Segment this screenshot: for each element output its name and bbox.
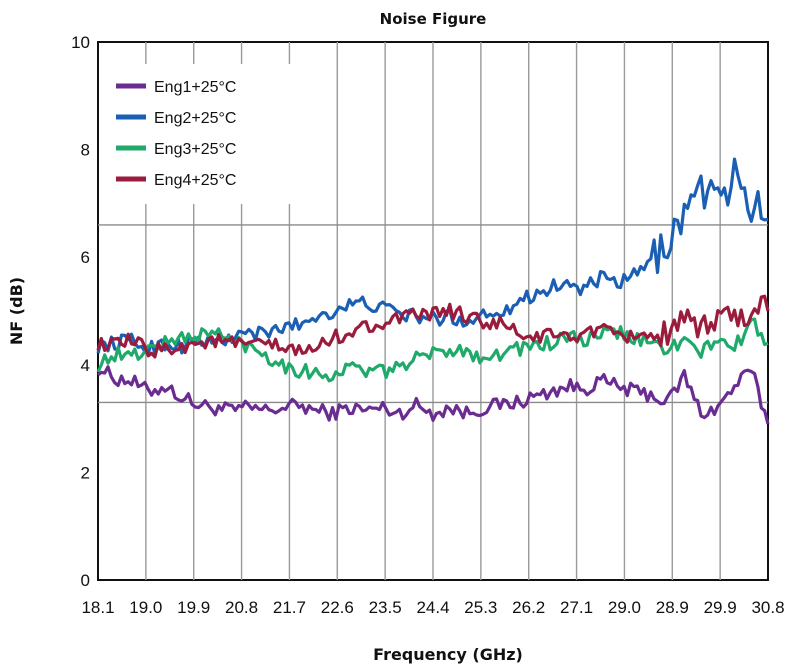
x-tick-label: 25.3	[464, 598, 497, 617]
x-tick-label: 26.2	[512, 598, 545, 617]
reference-lines	[98, 224, 768, 404]
x-tick-label: 22.6	[321, 598, 354, 617]
x-tick-label: 29.0	[608, 598, 641, 617]
x-tick-label: 24.4	[416, 598, 449, 617]
legend-label: Eng2+25°C	[154, 110, 236, 127]
x-tick-label: 28.9	[656, 598, 689, 617]
series-line-eng4-25-c	[96, 294, 770, 359]
x-tick-label: 23.5	[369, 598, 402, 617]
x-tick-label: 29.9	[704, 598, 737, 617]
x-tick-labels: 18.1 19.0 19.9 20.8 21.7 22.6 23.5 24.4 25.3 26.2…	[81, 598, 784, 617]
y-tick-label: 0	[81, 571, 90, 590]
legend-label: Eng4+25°C	[154, 172, 236, 189]
legend-label: Eng1+25°C	[154, 79, 236, 96]
series-line-eng1-25-c	[97, 365, 770, 425]
x-tick-label: 21.7	[273, 598, 306, 617]
legend-label: Eng3+25°C	[154, 141, 236, 158]
y-tick-label: 2	[81, 463, 90, 482]
x-tick-label: 19.9	[177, 598, 210, 617]
y-tick-label: 6	[81, 248, 90, 267]
chart-title: Noise Figure	[380, 10, 487, 28]
series-line-eng3-25-c	[96, 317, 769, 383]
x-tick-label: 27.1	[560, 598, 593, 617]
x-tick-label: 30.8	[751, 598, 784, 617]
x-tick-label: 20.8	[225, 598, 258, 617]
y-tick-label: 4	[81, 356, 90, 375]
y-axis-title: NF (dB)	[7, 277, 26, 345]
series-lines	[96, 157, 770, 425]
x-tick-label: 19.0	[129, 598, 162, 617]
y-tick-labels: 0 2 4 6 8 10	[71, 33, 90, 590]
y-tick-label: 8	[81, 141, 90, 160]
legend: Eng1+25°C Eng2+25°C Eng3+25°C Eng4+25°C	[104, 64, 294, 204]
x-tick-label: 18.1	[81, 598, 114, 617]
x-axis-title: Frequency (GHz)	[373, 645, 523, 664]
y-tick-label: 10	[71, 33, 90, 52]
